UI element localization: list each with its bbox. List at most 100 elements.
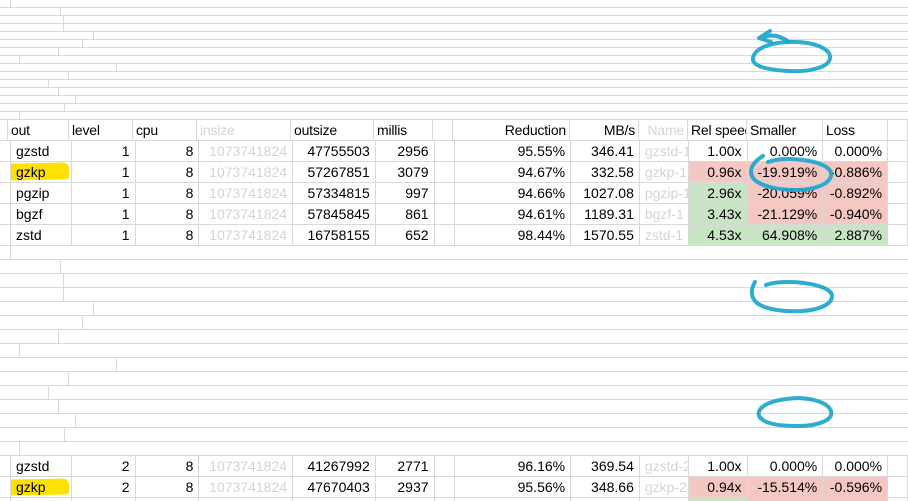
cell-mbs[interactable]: 1027.08 xyxy=(571,183,640,203)
cell-out[interactable] xyxy=(0,8,61,15)
spacer-col[interactable] xyxy=(435,225,455,245)
cell-outsize[interactable]: 57267851 xyxy=(293,162,376,182)
cell-smaller[interactable]: 0.000% xyxy=(748,456,824,476)
header-smaller[interactable]: Smaller xyxy=(747,120,823,140)
header-insize[interactable]: insize xyxy=(197,120,291,140)
cell-millis[interactable]: 861 xyxy=(376,204,435,224)
cell-rel_speed[interactable]: 4.53x xyxy=(688,225,748,245)
cell-out[interactable]: gzkp xyxy=(11,477,72,497)
cell-out[interactable]: zstd xyxy=(11,225,72,245)
spacer-col[interactable] xyxy=(435,141,455,161)
edge-col[interactable] xyxy=(888,141,908,161)
spacer-col[interactable] xyxy=(435,162,455,182)
header-name[interactable]: Name xyxy=(639,120,688,140)
cell-level[interactable] xyxy=(0,274,64,287)
edge-col[interactable] xyxy=(0,120,8,140)
cell-level[interactable]: 2 xyxy=(72,456,136,476)
cell-name[interactable]: gzkp-1 xyxy=(640,162,689,182)
cell-name[interactable] xyxy=(0,386,49,399)
cell-rel_speed[interactable]: 0.96x xyxy=(688,162,748,182)
spacer-col[interactable] xyxy=(435,204,455,224)
cell-loss[interactable]: -0.886% xyxy=(823,162,889,182)
cell-cpu[interactable]: 8 xyxy=(136,204,200,224)
edge-col[interactable] xyxy=(0,442,20,455)
cell-name[interactable]: bgzf-1 xyxy=(640,204,689,224)
cell-insize[interactable]: 1073741824 xyxy=(199,162,294,182)
cell-level[interactable]: 1 xyxy=(72,225,136,245)
cell-rel_speed[interactable]: 0.94x xyxy=(688,477,748,497)
cell-millis[interactable]: 3079 xyxy=(376,162,435,182)
cell-reduction[interactable]: 95.56% xyxy=(455,477,572,497)
cell-name[interactable]: gzkp-2 xyxy=(640,477,689,497)
spacer-col[interactable] xyxy=(433,120,453,140)
spacer-col[interactable] xyxy=(435,477,455,497)
cell-mbs[interactable]: 332.58 xyxy=(571,162,640,182)
edge-col[interactable] xyxy=(0,141,11,161)
spacer-col[interactable] xyxy=(0,344,20,357)
cell-name[interactable] xyxy=(0,80,49,87)
cell-level[interactable] xyxy=(0,16,64,23)
header-millis[interactable]: millis xyxy=(374,120,433,140)
cell-smaller[interactable]: 64.908% xyxy=(747,225,824,245)
cell-outsize[interactable]: 47670403 xyxy=(293,477,376,497)
cell-outsize[interactable]: 41267992 xyxy=(293,456,376,476)
cell-millis[interactable]: 2956 xyxy=(376,141,435,161)
cell-insize[interactable]: 1073741824 xyxy=(199,204,294,224)
edge-col[interactable] xyxy=(888,183,908,203)
cell-smaller[interactable]: 0.000% xyxy=(748,141,824,161)
cell-cpu[interactable]: 8 xyxy=(136,456,200,476)
cell-mbs[interactable]: 369.54 xyxy=(571,456,640,476)
cell-smaller[interactable] xyxy=(0,414,76,427)
cell-loss[interactable]: -0.892% xyxy=(823,183,889,203)
cell-name[interactable]: pgzip-1 xyxy=(640,183,689,203)
cell-millis[interactable]: 2937 xyxy=(376,477,435,497)
cell-rel_speed[interactable]: 3.43x xyxy=(688,204,748,224)
edge-col[interactable] xyxy=(0,456,11,476)
header-loss[interactable]: Loss xyxy=(823,120,888,140)
cell-loss[interactable]: -0.940% xyxy=(823,204,889,224)
cell-insize[interactable]: 1073741824 xyxy=(199,456,294,476)
edge-col[interactable] xyxy=(0,477,11,497)
header-mbs[interactable]: MB/s xyxy=(570,120,639,140)
cell-rel_speed[interactable]: 2.96x xyxy=(688,183,748,203)
edge-col[interactable] xyxy=(0,0,11,7)
cell-millis[interactable] xyxy=(0,48,59,55)
cell-insize[interactable]: 1073741824 xyxy=(199,225,294,245)
cell-millis[interactable]: 997 xyxy=(376,183,435,203)
cell-millis[interactable]: 652 xyxy=(376,225,435,245)
cell-reduction[interactable]: 96.16% xyxy=(455,456,572,476)
cell-name[interactable]: zstd-1 xyxy=(640,225,689,245)
spacer-col[interactable] xyxy=(435,498,455,501)
cell-millis[interactable]: 2771 xyxy=(376,456,435,476)
cell-level[interactable]: 1 xyxy=(72,141,136,161)
cell-mbs[interactable]: 346.41 xyxy=(571,141,640,161)
cell-outsize[interactable]: 16758155 xyxy=(293,225,376,245)
header-out[interactable]: out xyxy=(8,120,69,140)
cell-outsize[interactable]: 47755503 xyxy=(293,141,376,161)
cell-cpu[interactable] xyxy=(0,288,64,301)
cell-name[interactable]: gzstd-1 xyxy=(640,141,689,161)
cell-smaller[interactable]: -15.514% xyxy=(747,477,824,497)
edge-col[interactable] xyxy=(888,477,908,497)
cell-level[interactable]: 1 xyxy=(72,183,136,203)
cell-level[interactable]: 1 xyxy=(72,204,136,224)
cell-outsize[interactable] xyxy=(0,40,83,47)
cell-rel_speed[interactable] xyxy=(0,88,59,95)
cell-loss[interactable]: 2.887% xyxy=(823,225,889,245)
spacer-col[interactable] xyxy=(435,183,455,203)
cell-rel_speed[interactable]: 1.00x xyxy=(689,141,748,161)
cell-smaller[interactable] xyxy=(0,96,76,103)
cell-insize[interactable] xyxy=(0,302,94,315)
cell-cpu[interactable] xyxy=(0,24,64,31)
cell-reduction[interactable] xyxy=(0,64,117,71)
cell-loss[interactable] xyxy=(0,428,65,441)
edge-col[interactable] xyxy=(0,246,11,259)
cell-mbs[interactable] xyxy=(0,372,69,385)
cell-reduction[interactable]: 98.44% xyxy=(455,225,572,245)
cell-cpu[interactable]: 8 xyxy=(136,141,200,161)
spacer-col[interactable] xyxy=(435,456,455,476)
edge-col[interactable] xyxy=(888,225,908,245)
cell-out[interactable]: gzstd xyxy=(11,141,72,161)
cell-insize[interactable]: 1073741824 xyxy=(199,477,294,497)
cell-out[interactable]: gzstd xyxy=(11,456,72,476)
